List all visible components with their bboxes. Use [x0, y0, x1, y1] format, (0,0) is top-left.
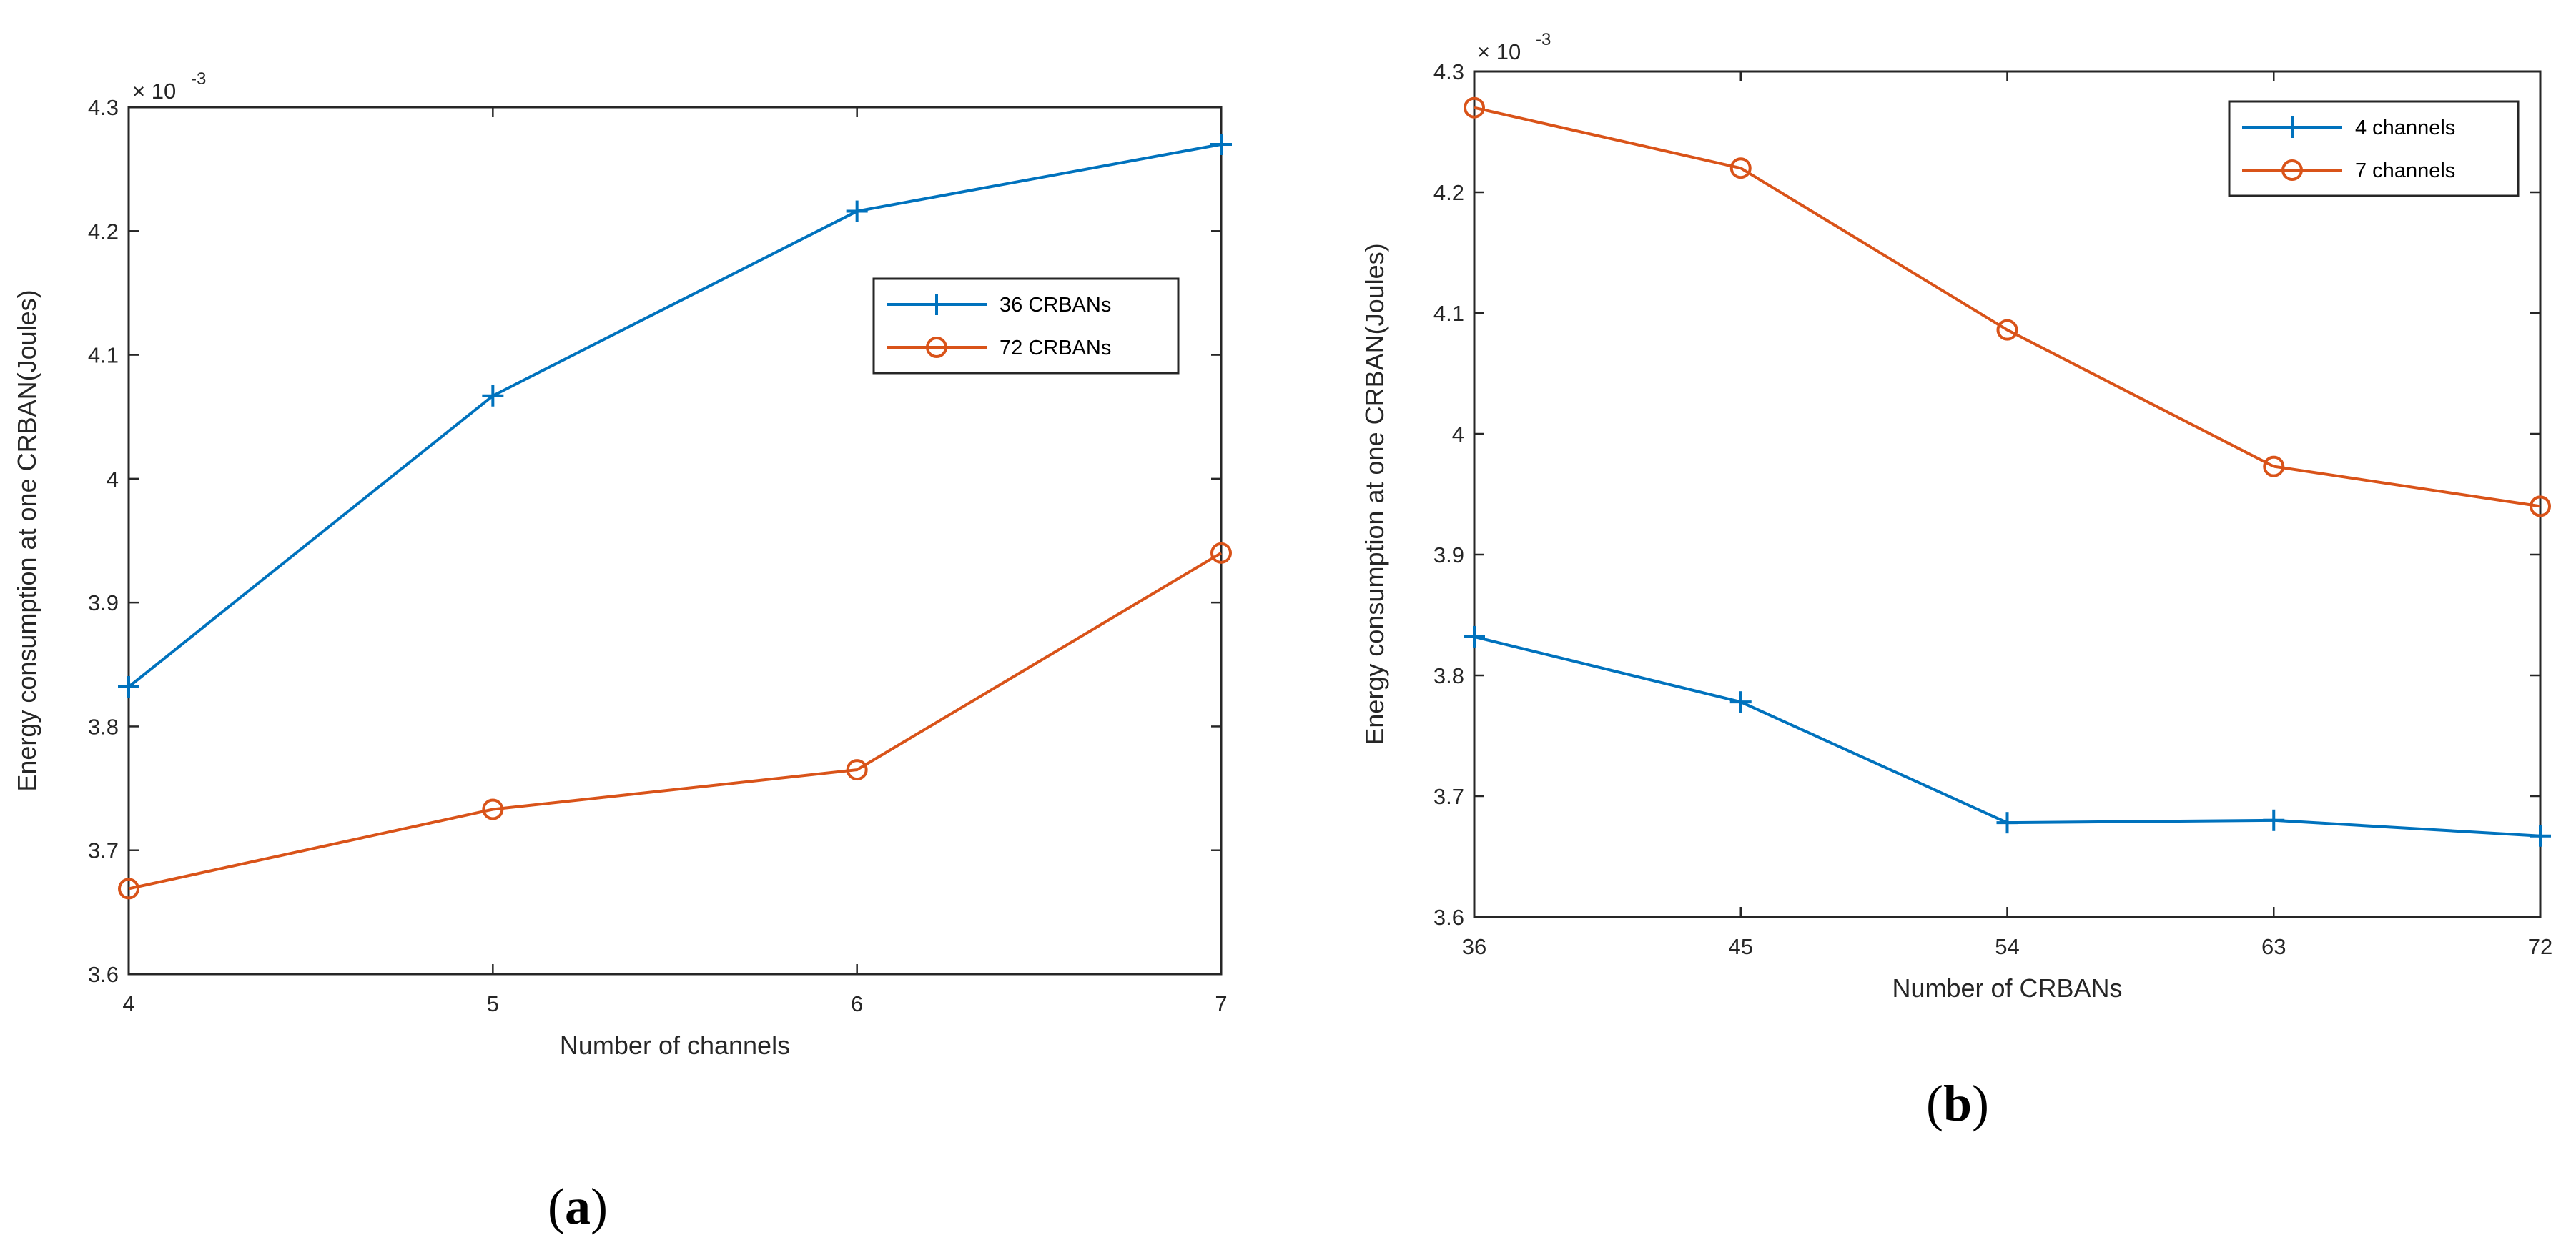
data-point-circle: [1464, 96, 1485, 119]
x-tick-label: 7: [1215, 991, 1227, 1016]
y-tick-label: 4: [107, 467, 119, 492]
x-tick-label: 72: [2528, 934, 2552, 959]
data-point-plus: [118, 675, 139, 698]
caption-letter: b: [1943, 1075, 1972, 1132]
data-point-plus: [1464, 625, 1485, 648]
y-tick-label: 3.8: [88, 714, 119, 739]
y-axis-label: Energy consumption at one CRBAN(Joules): [1360, 243, 1389, 745]
x-tick-label: 54: [1995, 934, 2019, 959]
y-tick-label: 3.8: [1433, 663, 1464, 688]
series-line-7-channels: [1474, 106, 2541, 508]
data-point-circle: [1996, 319, 2018, 341]
data-point-circle: [118, 878, 139, 900]
y-tick-label: 3.6: [88, 962, 119, 987]
data-point-plus: [2263, 809, 2285, 831]
x-tick-label: 63: [2261, 934, 2286, 959]
x-tick-label: 4: [122, 991, 134, 1016]
data-point-circle: [1729, 157, 1752, 179]
legend-label: 4 channels: [2355, 116, 2455, 139]
caption-close: ): [591, 1178, 608, 1235]
x-tick-label: 6: [851, 991, 863, 1016]
data-point-circle: [1210, 542, 1232, 564]
x-tick-label: 45: [1729, 934, 1753, 959]
y-tick-label: 4.3: [88, 95, 119, 120]
series-line-72-crbans: [128, 552, 1223, 891]
y-axis-label: Energy consumption at one CRBAN(Joules): [12, 289, 41, 791]
legend-marker-circle: [2281, 159, 2303, 181]
data-point-plus: [482, 385, 504, 407]
y-tick-label: 4.1: [88, 343, 119, 368]
data-point-plus: [846, 200, 868, 222]
data-point-circle: [2263, 455, 2285, 477]
chart-a: 3.6 3.7 3.8 3.9 4 4.1 4.2 4.3 4 5 6 7 × 10 -3 Number o…: [12, 69, 1232, 1235]
plot-area: [1473, 70, 2542, 918]
y-tick-label: 3.6: [1433, 905, 1464, 930]
data-point-plus: [1996, 812, 2018, 834]
axis-multiplier: × 10: [1477, 39, 1521, 64]
legend-box: [872, 277, 1180, 375]
legend-label: 36 CRBANs: [1000, 294, 1111, 317]
series-line-36-crbans: [127, 143, 1222, 688]
y-tick-label: 3.7: [88, 838, 119, 863]
caption-letter: a: [565, 1178, 591, 1235]
x-axis-label: Number of channels: [560, 1031, 790, 1060]
data-point-circle: [2530, 495, 2551, 517]
y-tick-label: 4.3: [1433, 59, 1464, 84]
y-tick-label: 4.2: [88, 219, 119, 244]
axis-multiplier-exponent: -3: [1536, 30, 1551, 49]
y-tick-label: 3.9: [88, 590, 119, 615]
data-point-plus: [1210, 133, 1232, 155]
caption-close: ): [1972, 1075, 1989, 1132]
caption-open: (: [548, 1178, 565, 1235]
axis-multiplier: × 10: [132, 79, 176, 104]
plot-area: [127, 106, 1223, 976]
axis-multiplier-exponent: -3: [191, 69, 206, 89]
chart-b: 3.6 3.7 3.8 3.9 4 4.1 4.2 4.3 36 45 54 63 72 × 10 -3 Nu…: [1360, 30, 2552, 1132]
caption-open: (: [1926, 1075, 1943, 1132]
legend-label: 72 CRBANs: [1000, 337, 1111, 359]
y-tick-label: 3.7: [1433, 784, 1464, 809]
x-tick-label: 5: [487, 991, 499, 1016]
figure-caption: (a): [548, 1178, 608, 1235]
y-tick-label: 4: [1452, 422, 1464, 447]
legend-marker-circle: [926, 337, 947, 358]
data-point-plus: [1729, 691, 1752, 713]
y-tick-label: 4.2: [1433, 180, 1464, 205]
data-point-circle: [482, 798, 504, 820]
figure-caption: (b): [1926, 1075, 1989, 1132]
data-point-circle: [846, 759, 868, 781]
legend-label: 7 channels: [2355, 159, 2455, 182]
x-axis-label: Number of CRBANs: [1892, 973, 2122, 1003]
y-tick-label: 4.1: [1433, 301, 1464, 326]
legend-box: [2228, 100, 2520, 197]
y-tick-label: 3.9: [1433, 542, 1464, 567]
data-point-plus: [2530, 825, 2551, 847]
x-tick-label: 36: [1462, 934, 1486, 959]
